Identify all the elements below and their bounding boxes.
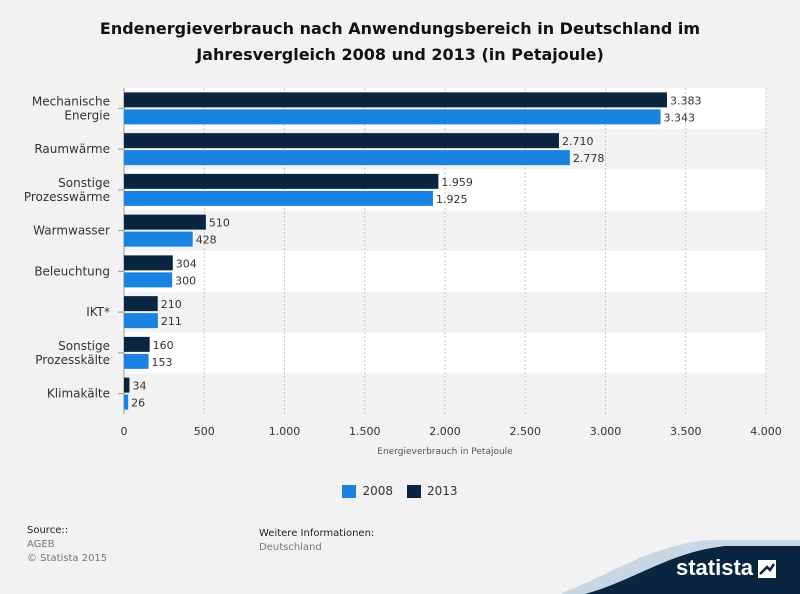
source-name: AGEB [27, 539, 55, 550]
bar-2013 [124, 255, 173, 271]
value-label-2008: 26 [131, 397, 145, 410]
legend-label-2008: 2008 [362, 484, 393, 498]
x-tick-label: 2.000 [429, 425, 461, 438]
bar-2008 [124, 231, 193, 247]
value-label-2008: 300 [175, 274, 196, 287]
value-label-2013: 3.383 [670, 94, 702, 107]
bar-2008 [124, 109, 661, 125]
bar-2013 [124, 296, 158, 312]
legend-swatch-2008 [342, 484, 357, 498]
category-label: Raumwärme [34, 142, 110, 156]
bar-2013 [124, 92, 667, 108]
legend-swatch-2013 [407, 484, 421, 498]
value-label-2008: 3.343 [664, 111, 696, 124]
copyright: © Statista 2015 [27, 553, 108, 564]
category-label: Sonstige [58, 176, 110, 190]
legend-label-2013: 2013 [427, 484, 458, 498]
value-label-2013: 510 [209, 217, 230, 230]
source-heading: Source:: [27, 525, 69, 536]
info-region: Deutschland [259, 542, 322, 553]
chart-title-line-2: Jahresvergleich 2008 und 2013 (in Petajo… [196, 45, 604, 64]
value-label-2008: 428 [196, 234, 217, 247]
info-heading: Weitere Informationen: [259, 528, 375, 539]
category-label: Energie [64, 108, 110, 122]
bar-2013 [124, 214, 206, 230]
legend-item-2008[interactable]: 2008 [342, 484, 393, 498]
category-label: Klimakälte [47, 387, 110, 401]
x-tick-label: 4.000 [750, 425, 782, 438]
x-tick-label: 3.500 [670, 425, 702, 438]
bar-2008 [124, 150, 570, 166]
bar-2008 [124, 313, 158, 329]
category-label: Warmwasser [33, 224, 110, 238]
bar-2013 [124, 173, 439, 189]
category-label: Sonstige [58, 339, 110, 353]
bar-2008 [124, 394, 129, 410]
value-label-2013: 304 [176, 257, 197, 270]
x-tick-label: 1.500 [349, 425, 381, 438]
statista-logo[interactable]: statista [676, 555, 754, 580]
bar-2013 [124, 377, 130, 393]
x-tick-label: 0 [121, 425, 128, 438]
bar-2008 [124, 190, 433, 206]
legend: 2008 2013 [0, 484, 800, 498]
category-label: Beleuchtung [34, 264, 110, 278]
value-label-2013: 160 [153, 339, 174, 352]
x-tick-label: 2.500 [510, 425, 542, 438]
value-label-2013: 34 [132, 380, 146, 393]
value-label-2008: 2.778 [573, 152, 605, 165]
bar-2013 [124, 133, 559, 149]
x-tick-label: 3.000 [590, 425, 622, 438]
x-tick-label: 1.000 [269, 425, 301, 438]
value-label-2013: 1.959 [441, 176, 473, 189]
bar-2013 [124, 336, 150, 352]
chart-title-line-1: Endenergieverbrauch nach Anwendungsberei… [99, 19, 701, 38]
legend-item-2013[interactable]: 2013 [407, 484, 458, 498]
statista-logo-icon [758, 560, 776, 578]
value-label-2013: 210 [161, 298, 182, 311]
category-label: IKT* [86, 305, 110, 319]
bar-2008 [124, 272, 173, 288]
bar-2008 [124, 353, 149, 369]
source-block: Source:: AGEB © Statista 2015 [27, 524, 107, 566]
x-tick-label: 500 [194, 425, 215, 438]
x-axis-title: Energieverbrauch in Petajoule [377, 447, 513, 457]
category-label: Prozesswärme [24, 190, 110, 204]
info-block: Weitere Informationen: Deutschland [259, 527, 374, 555]
value-label-2013: 2.710 [562, 135, 594, 148]
value-label-2008: 1.925 [436, 193, 468, 206]
value-label-2008: 211 [161, 315, 182, 328]
category-label: Prozesskälte [35, 353, 110, 367]
category-label: Mechanische [32, 94, 110, 108]
value-label-2008: 153 [152, 356, 173, 369]
chart-title: Endenergieverbrauch nach Anwendungsberei… [0, 16, 800, 68]
